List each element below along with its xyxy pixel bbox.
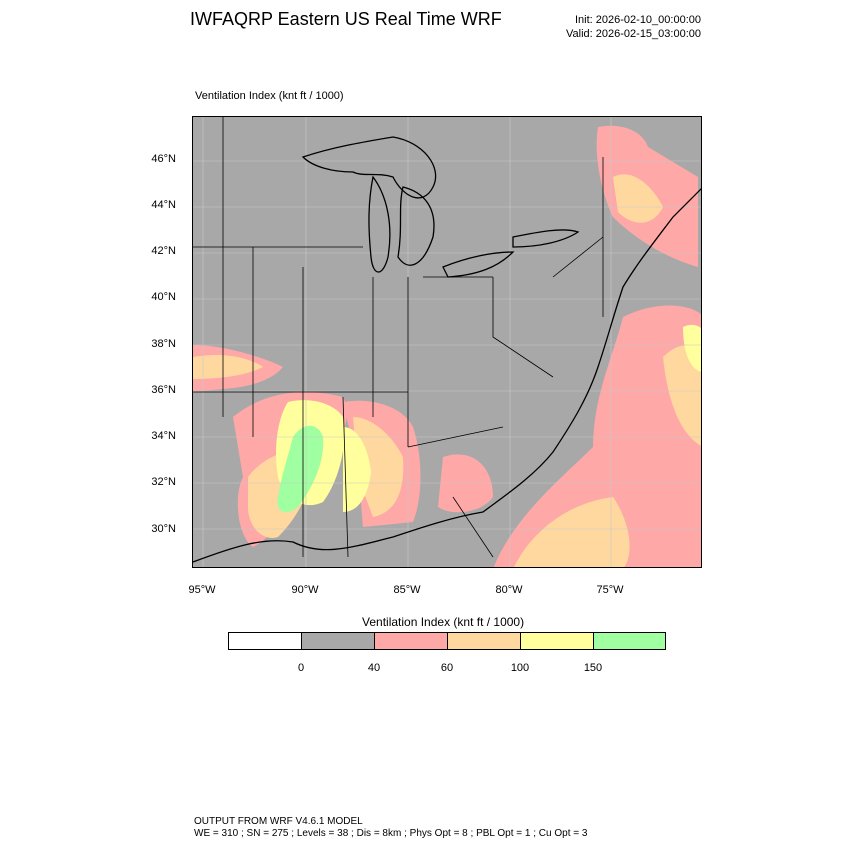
map-svg	[193, 117, 701, 567]
legend-tick: 150	[583, 662, 603, 674]
lat-label: 42°N	[151, 245, 176, 257]
lon-label: 90°W	[291, 584, 319, 596]
lon-label: 75°W	[596, 584, 624, 596]
legend-swatch	[520, 632, 594, 650]
legend-swatch	[301, 632, 375, 650]
map-panel	[192, 116, 702, 568]
model-info: OUTPUT FROM WRF V4.6.1 MODEL WE = 310 ; …	[194, 816, 587, 840]
lon-label: 85°W	[393, 584, 421, 596]
legend-title: Ventilation Index (knt ft / 1000)	[362, 615, 525, 629]
legend-swatch	[228, 632, 302, 650]
lon-label: 80°W	[495, 584, 523, 596]
lat-label: 40°N	[151, 291, 176, 303]
legend-swatch	[593, 632, 666, 650]
state-borders	[193, 117, 604, 558]
lat-label: 32°N	[151, 476, 176, 488]
valid-time: Valid: 2026-02-15_03:00:00	[566, 28, 701, 40]
lat-label: 30°N	[151, 523, 176, 535]
lat-label: 44°N	[151, 199, 176, 211]
legend-tick: 40	[367, 662, 381, 674]
graticule	[193, 117, 701, 567]
lat-label: 46°N	[151, 153, 176, 165]
field-above-150	[277, 425, 324, 513]
legend-tick: 0	[297, 662, 305, 674]
coastlines	[193, 136, 701, 563]
lon-label: 95°W	[188, 584, 216, 596]
legend-swatch	[447, 632, 521, 650]
run-times: Init: 2026-02-10_00:00:00 Valid: 2026-02…	[566, 13, 701, 41]
legend-tick: 60	[440, 662, 454, 674]
lat-label: 34°N	[151, 430, 176, 442]
legend-tick: 100	[510, 662, 530, 674]
field-label: Ventilation Index (knt ft / 1000)	[195, 90, 344, 102]
init-time: Init: 2026-02-10_00:00:00	[575, 14, 701, 26]
model-version: OUTPUT FROM WRF V4.6.1 MODEL	[194, 816, 363, 827]
legend-swatch	[374, 632, 448, 650]
lat-label: 38°N	[151, 338, 176, 350]
model-config: WE = 310 ; SN = 275 ; Levels = 38 ; Dis …	[194, 828, 588, 839]
lat-label: 36°N	[151, 384, 176, 396]
map-title: IWFAQRP Eastern US Real Time WRF	[190, 9, 502, 29]
